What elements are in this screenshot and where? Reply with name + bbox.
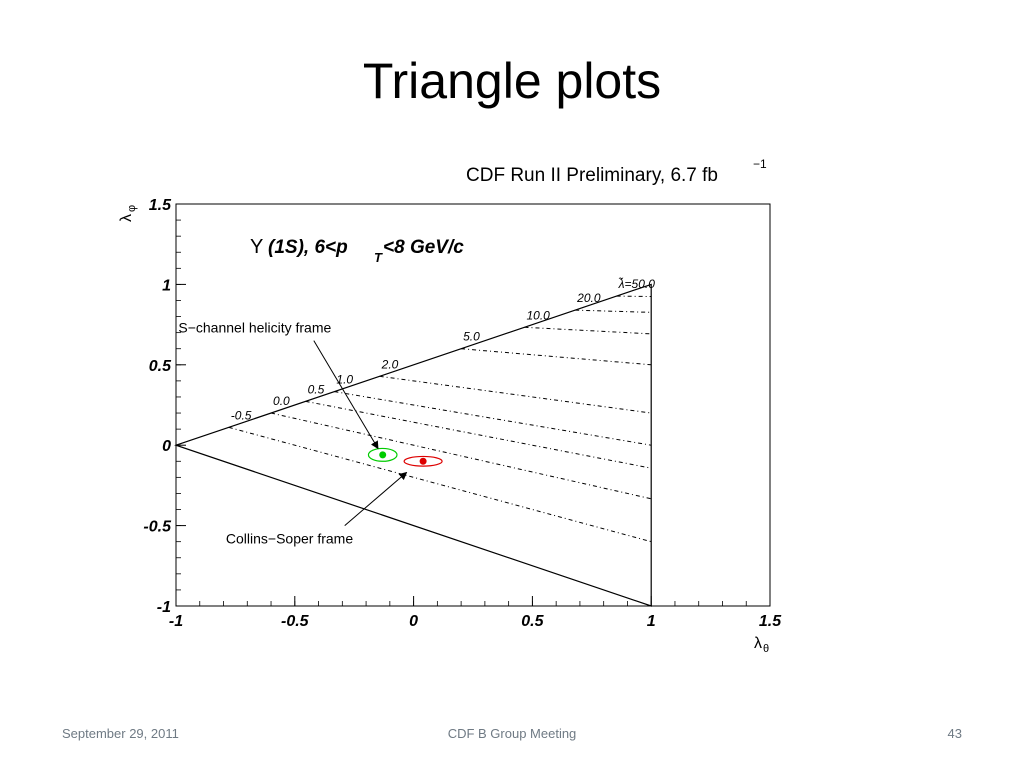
chart-header: CDF Run II Preliminary, 6.7 fb [466,165,718,186]
y-tick-label-1: -0.5 [143,519,172,536]
x-axis-label-sub: θ [763,643,769,655]
lambda-tilde-label-2: 0.5 [308,382,325,396]
lambda-tilde-label-7: 20.0 [576,291,601,305]
annotation-arrow-0 [313,340,379,450]
y-tick-label-2: 0 [162,438,171,455]
lambda-tilde-label-8: λ̃=50.0 [618,276,656,291]
lambda-tilde-line-0 [228,426,652,543]
x-tick-label-1: -0.5 [281,613,310,630]
y-tick-label-4: 1 [162,277,171,294]
triangle-plot: CDF Run II Preliminary, 6.7 fb −1 Υ (1S), 6… [118,157,782,655]
y-tick-label-3: 0.5 [149,358,172,375]
lambda-tilde-line-7 [575,309,652,313]
chart-subtitle-rest: <8 GeV/c [383,237,464,258]
lambda-tilde-line-3 [334,391,652,446]
x-tick-label-2: 0 [409,613,418,630]
data-point-1 [419,457,427,465]
chart-subtitle-upsilon: Υ [250,236,263,258]
annotation-label-0: S−channel helicity frame [178,320,331,336]
error-ellipse-1 [403,455,443,467]
lambda-tilde-label-0: -0.5 [231,408,252,422]
lambda-tilde-label-5: 5.0 [463,330,480,344]
annotation-arrow-1 [344,471,408,526]
x-tick-label-4: 1 [647,613,656,630]
chart-header-superscript: −1 [753,157,767,171]
data-point-0 [379,451,387,459]
error-ellipse-0 [367,447,398,462]
y-axis-label: λ [118,214,135,222]
slide-title: Triangle plots [362,53,662,109]
chart-subtitle-sub: T [374,250,383,265]
x-tick-label-0: -1 [169,613,183,630]
lambda-tilde-line-6 [524,326,652,335]
footer-date: September 29, 2011 [62,726,179,741]
lambda-tilde-label-4: 2.0 [381,357,399,371]
x-tick-label-5: 1.5 [759,613,782,630]
lambda-tilde-label-1: 0.0 [273,394,290,408]
x-axis-label: λ [754,635,762,652]
lambda-tilde-label-6: 10.0 [526,308,550,322]
x-tick-label-3: 0.5 [521,613,544,630]
lambda-tilde-line-2 [305,400,652,469]
footer-page-number: 43 [947,726,962,741]
lambda-tilde-line-5 [461,348,652,366]
lambda-tilde-line-4 [379,375,652,414]
lambda-tilde-line-1 [270,412,652,500]
y-axis-label-sub: φ [126,205,138,212]
y-tick-label-5: 1.5 [149,197,172,214]
chart-subtitle-main: (1S), 6<p [268,237,348,258]
annotation-label-1: Collins−Soper frame [226,530,353,546]
footer-event: CDF B Group Meeting [447,726,577,741]
plot-frame [175,203,771,607]
lambda-tilde-label-3: 1.0 [336,373,353,387]
y-tick-label-0: -1 [157,599,171,616]
